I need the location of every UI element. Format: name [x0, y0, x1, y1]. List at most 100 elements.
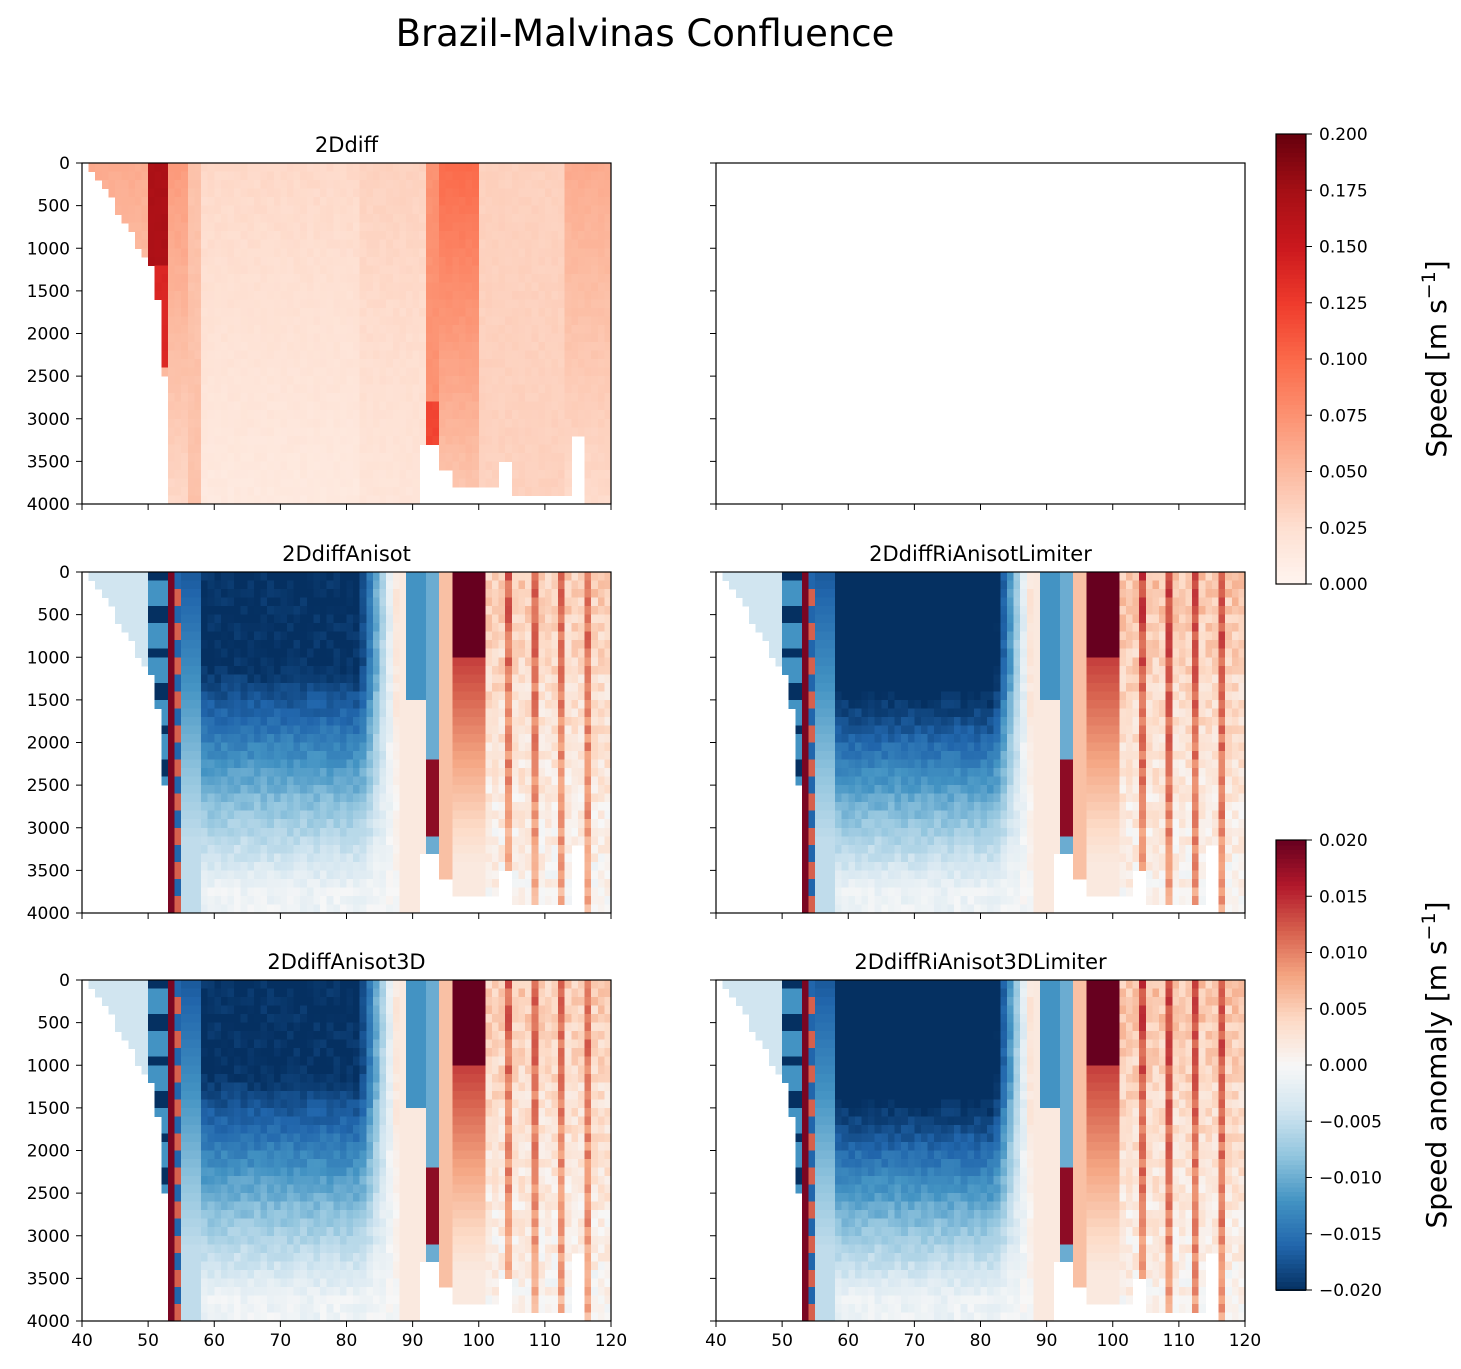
heatmap-cell — [201, 699, 209, 709]
heatmap-cell — [458, 589, 467, 599]
heatmap-cell — [220, 495, 229, 504]
heatmap-cell — [359, 401, 367, 411]
heatmap-cell — [333, 742, 341, 752]
heatmap-cell — [485, 682, 493, 692]
heatmap-cell — [445, 631, 453, 641]
heatmap-cell — [300, 307, 308, 318]
heatmap-cell — [234, 785, 242, 795]
heatmap-cell — [511, 614, 520, 624]
heatmap-cell — [386, 665, 394, 675]
heatmap-cell — [339, 742, 348, 752]
heatmap-cell — [478, 393, 486, 403]
heatmap-cell — [306, 776, 315, 786]
heatmap-cell — [419, 699, 427, 709]
heatmap-cell — [353, 316, 361, 326]
heatmap-cell — [419, 674, 427, 684]
heatmap-cell — [339, 435, 348, 445]
heatmap-cell — [240, 623, 248, 633]
heatmap-cell — [511, 180, 520, 190]
heatmap-cell — [313, 256, 321, 266]
heatmap-cell — [280, 452, 288, 462]
heatmap-cell — [511, 606, 520, 616]
heatmap-cell — [227, 231, 235, 241]
heatmap-cell — [406, 810, 414, 820]
heatmap-cell — [412, 614, 420, 624]
heatmap-cell — [372, 802, 381, 812]
heatmap-cell — [571, 231, 579, 241]
heatmap-cell — [525, 648, 533, 658]
heatmap-cell — [485, 469, 493, 480]
heatmap-cell — [293, 887, 301, 897]
heatmap-cell — [425, 435, 434, 445]
heatmap-cell — [386, 265, 394, 275]
heatmap-cell — [445, 674, 453, 684]
heatmap-cell — [214, 214, 222, 224]
heatmap-cell — [300, 231, 308, 241]
heatmap-cell — [194, 657, 202, 667]
heatmap-cell — [346, 239, 354, 249]
heatmap-cell — [293, 648, 301, 658]
heatmap-cell — [300, 495, 308, 504]
heatmap-cell — [439, 802, 447, 812]
heatmap-cell — [267, 231, 275, 241]
heatmap-cell — [419, 606, 427, 616]
heatmap-cell — [326, 188, 334, 198]
heatmap-cell — [115, 572, 123, 582]
heatmap-cell — [346, 342, 354, 352]
heatmap-cell — [412, 359, 420, 369]
heatmap-cell — [419, 751, 427, 761]
heatmap-cell — [372, 768, 381, 778]
heatmap-cell — [372, 878, 381, 889]
heatmap-cell — [359, 802, 367, 812]
heatmap-cell — [478, 589, 486, 599]
heatmap-cell — [313, 870, 321, 880]
heatmap-cell — [154, 648, 162, 658]
heatmap-cell — [386, 197, 394, 207]
heatmap-cell — [187, 836, 196, 846]
heatmap-cell — [300, 384, 308, 394]
heatmap-cell — [577, 299, 586, 309]
heatmap-cell — [511, 589, 520, 599]
heatmap-cell — [346, 248, 354, 258]
heatmap-cell — [267, 265, 275, 275]
heatmap-cell — [465, 367, 473, 377]
heatmap-cell — [399, 904, 407, 913]
heatmap-cell — [452, 205, 460, 215]
heatmap-cell — [379, 171, 387, 181]
heatmap-cell — [306, 623, 315, 633]
heatmap-cell — [201, 682, 209, 692]
heatmap-cell — [591, 342, 599, 352]
heatmap-cell — [465, 316, 473, 326]
heatmap-cell — [359, 231, 367, 241]
heatmap-cell — [247, 248, 255, 258]
heatmap-cell — [505, 359, 513, 369]
heatmap-cell — [161, 180, 169, 190]
heatmap-cell — [273, 682, 281, 692]
heatmap-cell — [326, 495, 334, 504]
heatmap-cell — [273, 853, 281, 863]
heatmap-cell — [260, 878, 268, 889]
heatmap-cell — [220, 273, 229, 283]
heatmap-cell — [333, 171, 341, 181]
heatmap-cell — [214, 307, 222, 318]
heatmap-cell — [485, 759, 493, 769]
heatmap-cell — [571, 180, 579, 190]
heatmap-cell — [412, 384, 420, 394]
heatmap-cell — [425, 376, 434, 386]
heatmap-cell — [280, 785, 288, 795]
heatmap-cell — [445, 393, 453, 403]
heatmap-cell — [425, 776, 434, 786]
heatmap-cell — [293, 401, 301, 411]
heatmap-cell — [511, 597, 520, 607]
heatmap-cell — [333, 768, 341, 778]
heatmap-cell — [286, 401, 295, 411]
heatmap-cell — [234, 393, 242, 403]
heatmap-cell — [306, 367, 315, 377]
heatmap-cell — [280, 231, 288, 241]
heatmap-cell — [412, 691, 420, 701]
heatmap-cell — [181, 580, 189, 590]
heatmap-cell — [591, 222, 599, 232]
heatmap-cell — [551, 239, 559, 249]
heatmap-cell — [491, 708, 500, 718]
heatmap-cell — [485, 273, 493, 283]
